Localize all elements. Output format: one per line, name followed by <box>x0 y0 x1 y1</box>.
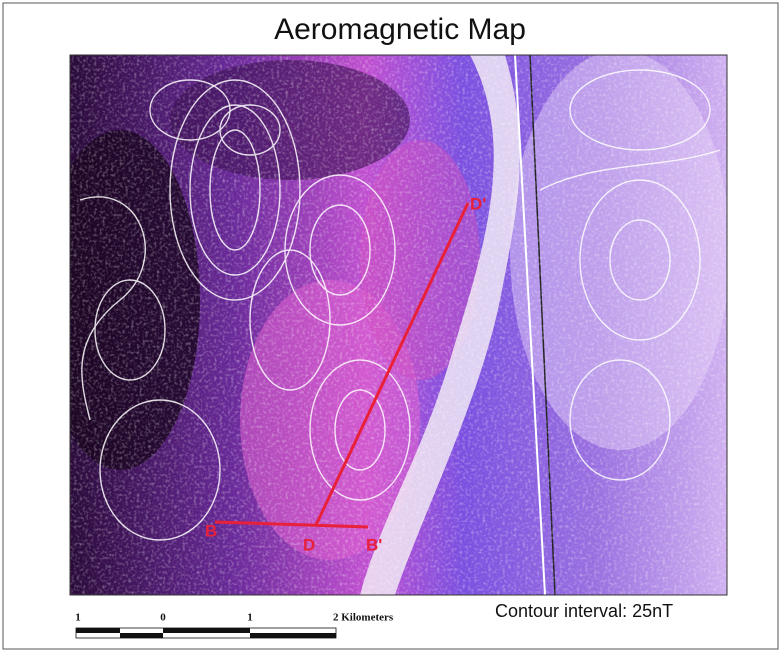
map-image <box>40 50 730 595</box>
label-b: B <box>205 521 217 540</box>
label-d: D <box>303 535 315 554</box>
scale-label: 1 <box>247 612 253 624</box>
map-title: Aeromagnetic Map <box>274 13 526 46</box>
scale-label: 1 <box>75 612 81 624</box>
page: Aeromagnetic Map D' D <box>0 0 781 654</box>
label-d-prime: D' <box>470 194 486 213</box>
label-b-prime: B' <box>366 535 382 554</box>
scale-label: 0 <box>160 612 166 624</box>
contour-note: Contour interval: 25nT <box>495 601 673 621</box>
map-figure: Aeromagnetic Map D' D <box>0 0 781 654</box>
scale-label: 2 Kilometers <box>333 612 394 624</box>
